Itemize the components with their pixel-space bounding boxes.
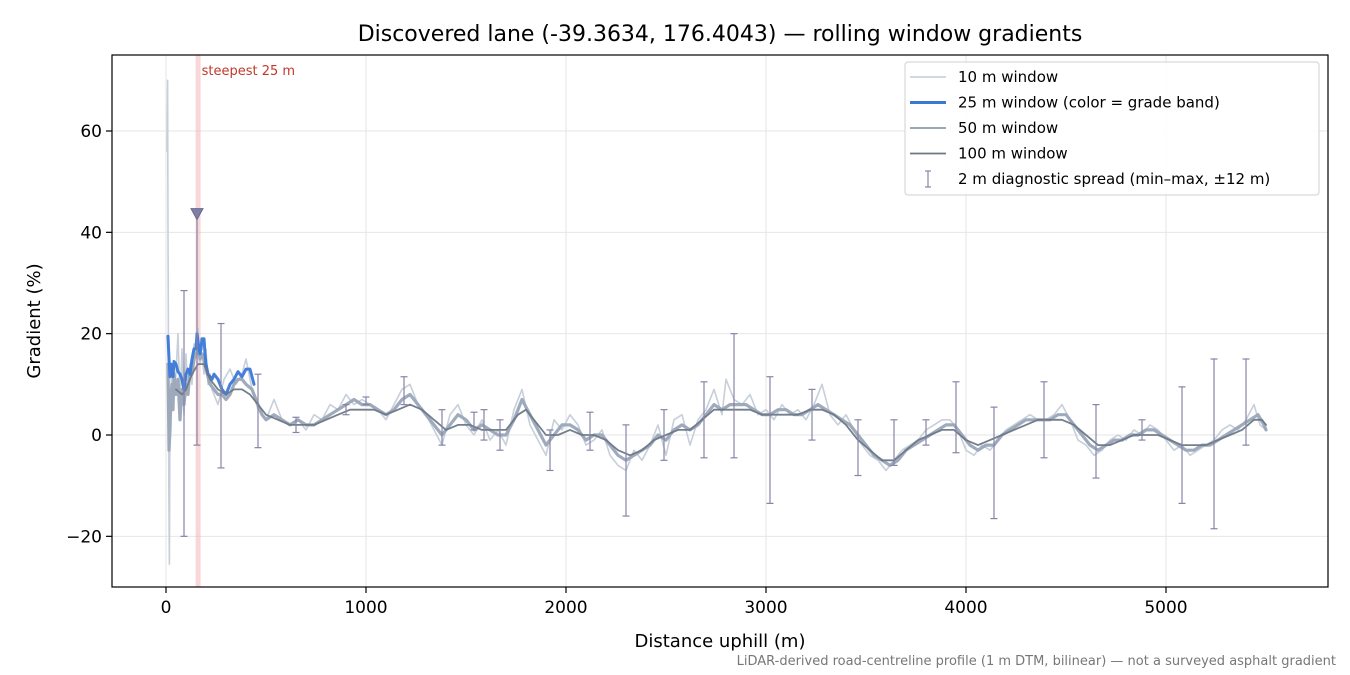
x-tick-label: 5000 bbox=[1144, 598, 1187, 618]
errorbar bbox=[730, 333, 738, 459]
x-tick-label: 0 bbox=[161, 598, 172, 618]
errorbar bbox=[660, 409, 668, 461]
errorbar bbox=[1040, 381, 1048, 459]
legend-box bbox=[904, 61, 1320, 196]
errorbar bbox=[217, 322, 225, 469]
legend-entry: 50 m window bbox=[910, 119, 1058, 137]
series-line bbox=[166, 332, 256, 396]
y-axis-ticks: −20 0 20 40 60 bbox=[66, 122, 112, 547]
y-tick-label: 0 bbox=[91, 426, 102, 446]
legend-label: 50 m window bbox=[958, 119, 1058, 137]
y-tick-label: 60 bbox=[80, 122, 102, 142]
errorbar bbox=[1210, 358, 1218, 530]
steepest-band-layer bbox=[195, 55, 201, 587]
errorbar bbox=[254, 373, 262, 449]
x-axis-label: Distance uphill (m) bbox=[635, 631, 806, 652]
errorbar bbox=[1138, 419, 1146, 441]
errorbar bbox=[480, 409, 488, 441]
marker-layer bbox=[190, 208, 204, 221]
errorbar bbox=[808, 388, 816, 441]
errorbar bbox=[922, 419, 930, 446]
steepest-marker bbox=[190, 208, 204, 221]
legend: 10 m window 25 m window (color = grade ba… bbox=[904, 61, 1320, 196]
errorbar bbox=[546, 429, 554, 472]
errorbar bbox=[586, 411, 594, 451]
errorbar bbox=[1092, 404, 1100, 479]
footnote: LiDAR-derived road-centreline profile (1… bbox=[737, 654, 1336, 669]
errorbar bbox=[990, 406, 998, 520]
steepest-annotation: steepest 25 m bbox=[202, 64, 295, 79]
errorbar bbox=[854, 419, 862, 477]
chart-title: Discovered lane (-39.3634, 176.4043) — r… bbox=[358, 22, 1083, 47]
errorbar bbox=[496, 419, 504, 451]
legend-label: 2 m diagnostic spread (min–max, ±12 m) bbox=[958, 170, 1270, 188]
errorbar bbox=[342, 404, 350, 416]
errorbar bbox=[952, 381, 960, 454]
legend-entry: 100 m window bbox=[910, 145, 1068, 163]
errorbar bbox=[438, 409, 446, 446]
plot-frame bbox=[111, 54, 1329, 588]
errorbar bbox=[470, 411, 478, 431]
y-tick-label: 20 bbox=[80, 325, 102, 345]
errorbar bbox=[700, 381, 708, 459]
errorbar bbox=[766, 376, 774, 504]
legend-entry: 10 m window bbox=[910, 68, 1058, 86]
legend-label: 10 m window bbox=[958, 68, 1058, 86]
legend-entry: 25 m window (color = grade band) bbox=[910, 94, 1220, 112]
legend-label: 100 m window bbox=[958, 145, 1068, 163]
errorbar bbox=[362, 396, 370, 406]
errorbar bbox=[1242, 358, 1250, 446]
errorbar bbox=[400, 376, 408, 406]
legend-entry: 2 m diagnostic spread (min–max, ±12 m) bbox=[925, 170, 1270, 188]
errorbar bbox=[890, 419, 898, 466]
series-line bbox=[175, 363, 1267, 462]
x-tick-label: 1000 bbox=[344, 598, 387, 618]
steepest-band bbox=[195, 55, 201, 587]
errorbar bbox=[622, 424, 630, 517]
y-tick-label: 40 bbox=[80, 223, 102, 243]
y-axis-label: Gradient (%) bbox=[24, 263, 45, 378]
legend-label: 25 m window (color = grade band) bbox=[958, 94, 1220, 112]
x-tick-label: 4000 bbox=[944, 598, 987, 618]
errorbar-layer bbox=[180, 212, 1250, 537]
errorbar bbox=[292, 416, 300, 434]
x-axis-ticks: 0 1000 2000 3000 4000 5000 bbox=[161, 587, 1188, 618]
errorbar bbox=[1178, 386, 1186, 504]
x-tick-label: 3000 bbox=[744, 598, 787, 618]
x-tick-label: 2000 bbox=[544, 598, 587, 618]
y-tick-label: −20 bbox=[66, 527, 102, 547]
errorbar bbox=[180, 290, 188, 537]
